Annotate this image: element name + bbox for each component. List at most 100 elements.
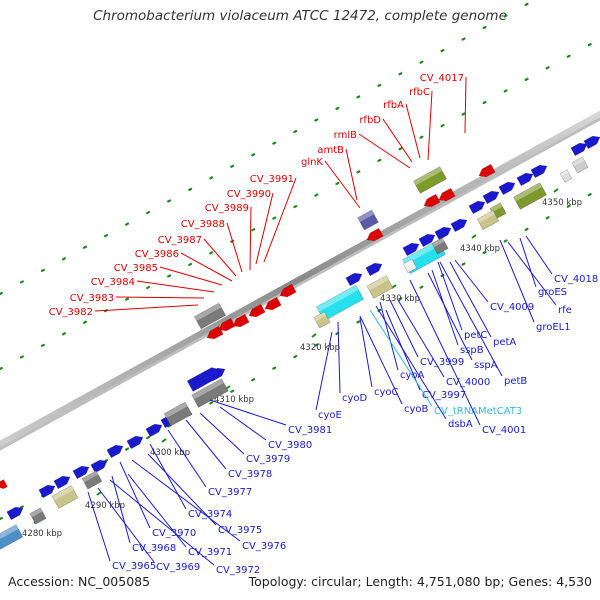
operon-box-highlight <box>366 275 389 291</box>
leader-line <box>87 491 111 562</box>
tick-mark <box>161 438 167 443</box>
reverse-gene-arrow-shape <box>206 325 224 340</box>
forward-gene-arrow-shape <box>498 181 516 196</box>
tick-label: 4330 kbp <box>380 294 420 304</box>
forward-gene-arrow-shape <box>418 233 436 248</box>
reverse-gene-label: CV_3991 <box>250 174 294 185</box>
tick-label: 4320 kbp <box>300 343 340 353</box>
tick-mark <box>553 188 559 193</box>
forward-gene-arrow <box>345 272 363 287</box>
operon-box-highlight <box>477 210 496 223</box>
tick-label: 4290 kbp <box>85 501 125 511</box>
reverse-gene-arrow <box>438 187 456 202</box>
reverse-gene-label: CV_3982 <box>49 307 93 318</box>
operon-box <box>193 302 227 330</box>
operon-box-shape <box>571 156 589 174</box>
leader-line <box>180 252 233 282</box>
forward-gene-label: CV_tRNAMetCAT3 <box>434 406 522 417</box>
leader-line <box>382 118 413 163</box>
operon-box-shape <box>431 237 449 255</box>
leader-line <box>94 304 199 312</box>
reverse-gene-label: CV_4017 <box>420 73 464 84</box>
operon-box-shape <box>81 470 103 490</box>
forward-gene-label: cyoB <box>404 404 429 415</box>
forward-gene-label: groEL1 <box>536 322 571 333</box>
forward-gene-arrow-shape <box>434 226 452 241</box>
forward-gene-arrow-shape <box>38 484 56 499</box>
forward-gene-label: rfe <box>558 305 572 316</box>
forward-gene-label: CV_3972 <box>216 565 260 576</box>
operon-box <box>431 237 449 255</box>
forward-gene-label: CV_3997 <box>422 390 466 401</box>
forward-gene-label: CV_3974 <box>188 509 232 520</box>
leader-line <box>203 238 237 277</box>
forward-gene-arrow-shape <box>345 272 363 287</box>
forward-gene-label: sspB <box>460 345 484 356</box>
genome-title: Chromobacterium violaceum ATCC 12472, co… <box>93 8 507 24</box>
leader-line <box>375 305 447 420</box>
operon-box-highlight <box>402 240 441 265</box>
forward-gene-label: CV_3978 <box>228 469 272 480</box>
reverse-gene-arrow <box>248 303 266 318</box>
operon-box-highlight <box>194 303 222 321</box>
operon-box <box>476 209 500 231</box>
leader-line <box>249 206 252 271</box>
reverse-gene-label: rfbC <box>409 87 430 98</box>
track-dots <box>0 37 600 371</box>
leader-line <box>437 261 463 331</box>
leader-line <box>131 459 241 542</box>
operon-box <box>366 275 394 299</box>
operon-box <box>29 507 47 525</box>
operon-box-highlight <box>164 402 188 418</box>
forward-gene-label: CV_3965 <box>112 561 156 572</box>
leader-line <box>427 272 473 361</box>
forward-gene-arrow-shape <box>583 135 600 150</box>
forward-gene-label: CV_3999 <box>420 357 464 368</box>
reverse-gene-label: rfbD <box>359 115 381 126</box>
reverse-gene-arrow <box>366 227 384 242</box>
reverse-gene-label: CV_3988 <box>181 219 225 230</box>
reverse-gene-label: CV_3987 <box>158 235 202 246</box>
forward-gene-label: CV_4000 <box>446 377 490 388</box>
leader-line <box>219 406 267 441</box>
forward-gene-arrow-shape <box>126 435 144 450</box>
operon-box-highlight <box>431 237 445 248</box>
operon-box-highlight <box>403 259 414 268</box>
reverse-gene-arrow <box>206 325 224 340</box>
forward-gene-label: CV_3969 <box>156 562 200 573</box>
forward-gene-arrow-shape <box>6 506 24 521</box>
forward-gene-label: CV_3976 <box>242 541 286 552</box>
forward-gene-label: petA <box>493 337 516 348</box>
genome-summary-text: Topology: circular; Length: 4,751,080 bp… <box>248 574 592 589</box>
forward-gene-arrow <box>402 242 420 257</box>
track-dots <box>0 0 537 296</box>
operon-box <box>316 284 364 322</box>
leader-line <box>109 479 215 566</box>
reverse-gene-label: glnK <box>301 157 323 168</box>
leader-line <box>359 317 373 388</box>
reverse-gene-arrow-shape <box>279 283 297 298</box>
leader-line <box>159 266 223 286</box>
tick-label: 4300 kbp <box>150 448 190 458</box>
forward-gene-label: petC <box>464 330 487 341</box>
reverse-gene-label: rmlB <box>334 130 357 141</box>
leader-line <box>111 475 131 544</box>
forward-gene-arrow <box>72 465 90 480</box>
operon-box-shape <box>193 302 227 330</box>
tick-label: 4340 kbp <box>460 244 500 254</box>
forward-gene-label: CV_4001 <box>482 425 526 436</box>
forward-gene-arrow <box>145 423 163 438</box>
operon-box-shape <box>413 166 447 194</box>
leader-line <box>209 399 287 426</box>
forward-gene-label: CV_3977 <box>208 487 252 498</box>
leader-line <box>397 299 445 378</box>
forward-gene-arrow <box>186 367 221 392</box>
leader-line <box>115 296 205 299</box>
operon-box-shape <box>559 169 573 183</box>
reverse-gene-arrow-shape <box>264 296 282 311</box>
forward-gene-label: groES <box>538 287 567 298</box>
leader-line <box>147 453 217 526</box>
operon-box <box>0 524 24 550</box>
forward-gene-arrow <box>482 190 500 205</box>
